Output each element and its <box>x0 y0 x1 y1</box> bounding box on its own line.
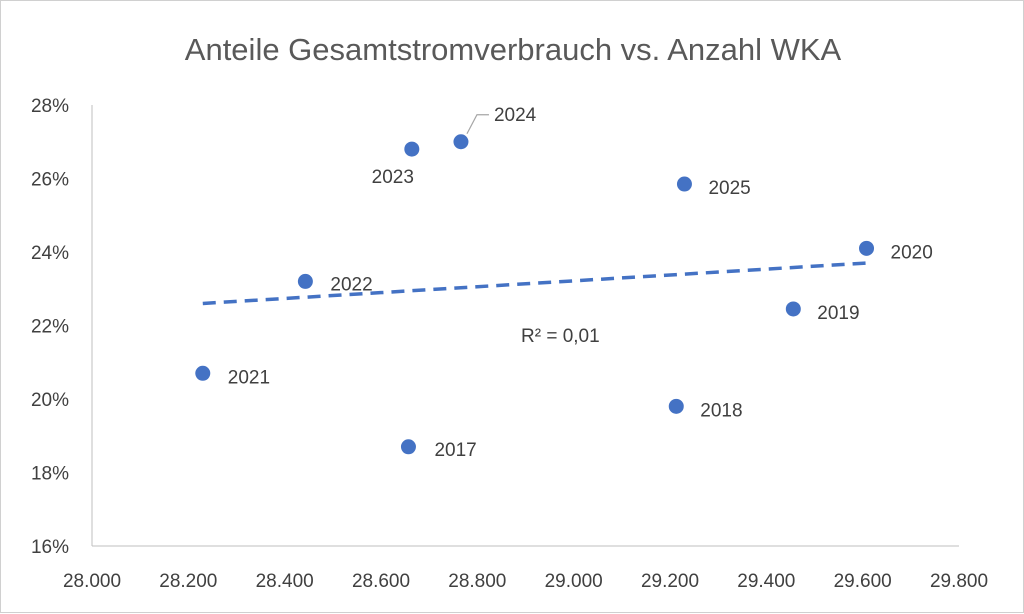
data-label: 2024 <box>494 105 537 126</box>
data-point <box>195 365 211 381</box>
y-tick-label: 20% <box>31 390 69 411</box>
data-point <box>859 240 875 256</box>
y-tick-label: 28% <box>31 96 69 117</box>
data-label: 2023 <box>372 167 414 188</box>
x-tick-label: 28.800 <box>448 571 506 592</box>
x-tick-label: 28.200 <box>159 571 217 592</box>
x-tick-label: 29.600 <box>834 571 892 592</box>
data-label-leader <box>466 114 489 135</box>
trendline <box>202 261 867 306</box>
x-tick-label: 29.200 <box>641 571 699 592</box>
data-label: 2021 <box>228 367 270 388</box>
data-point <box>404 141 420 157</box>
data-labels: 2017 2018 2019 2020 2021 2022 2023 2024 2025 <box>228 105 933 461</box>
data-label: 2020 <box>891 242 933 263</box>
chart-title: Anteile Gesamtstromverbrauch vs. Anzahl … <box>185 32 842 67</box>
data-label: 2022 <box>330 274 372 295</box>
y-tick-label: 18% <box>31 464 69 485</box>
data-label: 2017 <box>434 440 476 461</box>
data-point <box>785 301 801 317</box>
data-point <box>676 176 692 192</box>
y-tick-label: 16% <box>31 537 69 558</box>
data-label: 2025 <box>708 178 750 199</box>
data-label: 2018 <box>700 400 742 421</box>
r-squared-label: R² = 0,01 <box>521 326 600 347</box>
trendline-group: R² = 0,01 <box>202 261 867 347</box>
y-tick-label: 26% <box>31 170 69 191</box>
data-point <box>668 398 684 414</box>
x-tick-label: 28.400 <box>256 571 314 592</box>
x-tick-label: 28.000 <box>63 571 121 592</box>
x-tick-label: 29.400 <box>737 571 795 592</box>
data-point <box>297 273 313 289</box>
data-point <box>400 439 416 455</box>
data-point <box>453 134 469 150</box>
y-tick-label: 22% <box>31 317 69 338</box>
data-points <box>195 134 875 455</box>
axes: 16% 18% 20% 22% 24% 26% 28% 28.000 28.200 28.400 2… <box>31 96 988 592</box>
x-tick-label: 28.600 <box>352 571 410 592</box>
data-label: 2019 <box>817 303 859 324</box>
y-tick-label: 24% <box>31 243 69 264</box>
x-tick-label: 29.000 <box>545 571 603 592</box>
x-tick-label: 29.800 <box>930 571 988 592</box>
